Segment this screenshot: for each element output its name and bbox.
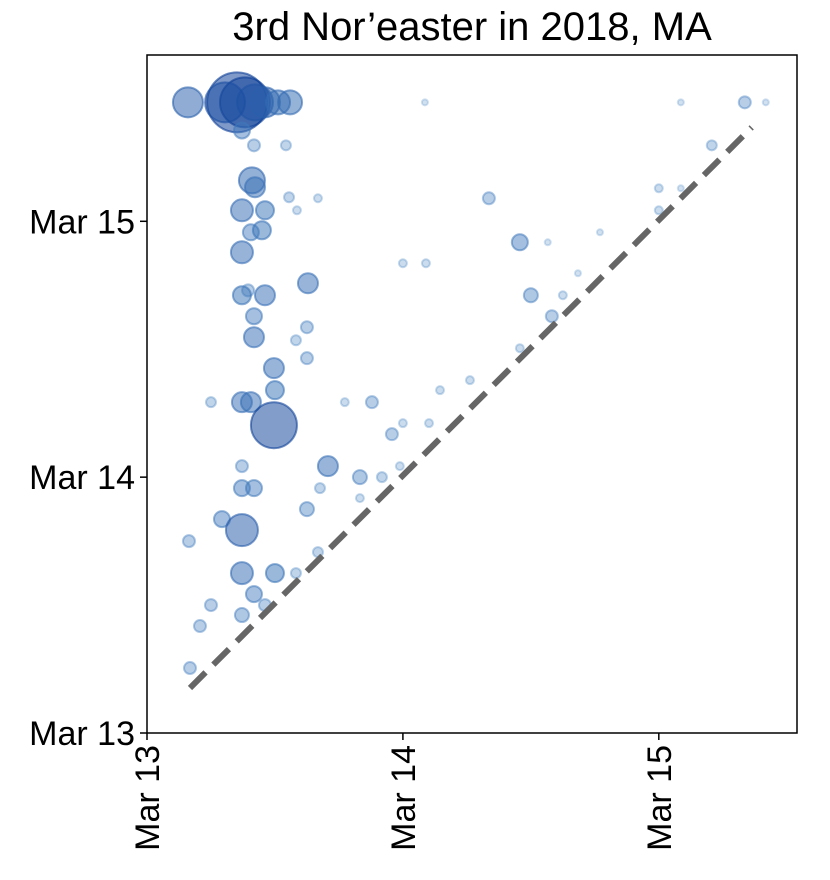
- point: [181, 534, 196, 549]
- point: [289, 567, 302, 580]
- point: [253, 284, 276, 307]
- chart-title: 3rd Nor’easter in 2018, MA: [232, 5, 712, 49]
- point: [522, 287, 539, 304]
- x-tick-label: Mar 13: [129, 745, 167, 851]
- point: [229, 198, 254, 223]
- point: [481, 191, 496, 206]
- point: [761, 98, 770, 107]
- point: [653, 205, 664, 216]
- point: [544, 309, 559, 324]
- point: [676, 184, 685, 193]
- point: [384, 427, 399, 442]
- point: [233, 607, 250, 624]
- point: [203, 598, 218, 613]
- point: [420, 258, 431, 269]
- point: [573, 269, 582, 278]
- point: [246, 138, 261, 153]
- point: [229, 240, 254, 265]
- plot-frame: [146, 54, 798, 734]
- point: [595, 228, 604, 237]
- point: [313, 482, 326, 495]
- point: [435, 385, 446, 396]
- point: [241, 223, 260, 242]
- reference-line: [187, 125, 754, 691]
- point: [229, 561, 254, 586]
- point: [182, 661, 197, 676]
- point: [243, 176, 266, 199]
- point: [653, 183, 664, 194]
- point: [242, 326, 265, 349]
- point: [264, 380, 285, 401]
- point: [192, 619, 207, 634]
- point: [394, 461, 405, 472]
- point: [397, 258, 408, 269]
- point: [375, 471, 388, 484]
- point: [420, 98, 429, 107]
- point: [232, 121, 251, 140]
- point: [312, 193, 323, 204]
- point: [316, 455, 339, 478]
- point: [204, 81, 247, 124]
- point: [364, 395, 379, 410]
- point: [299, 320, 314, 335]
- point: [262, 357, 285, 380]
- point: [234, 459, 249, 474]
- point: [339, 397, 350, 408]
- point: [171, 86, 204, 119]
- point: [254, 200, 275, 221]
- point: [279, 139, 292, 152]
- x-tick-label: Mar 15: [641, 745, 679, 851]
- point: [224, 513, 259, 548]
- point: [231, 285, 252, 306]
- y-tick-label: Mar 14: [29, 459, 135, 497]
- point: [204, 396, 217, 409]
- point: [296, 272, 319, 295]
- point: [557, 290, 568, 301]
- point: [244, 479, 263, 498]
- y-tick-label: Mar 13: [29, 715, 135, 753]
- points: [171, 71, 770, 676]
- point: [298, 501, 315, 518]
- point: [464, 375, 475, 386]
- point: [543, 238, 552, 247]
- y-tick-label: Mar 15: [29, 203, 135, 241]
- x-tick-label: Mar 14: [385, 745, 423, 851]
- point: [514, 343, 525, 354]
- point: [249, 401, 298, 450]
- point: [289, 334, 302, 347]
- point: [705, 139, 718, 152]
- point: [277, 89, 304, 116]
- point: [283, 191, 296, 204]
- point: [676, 98, 685, 107]
- point: [230, 391, 253, 414]
- point: [354, 493, 365, 504]
- point: [251, 220, 272, 241]
- point: [424, 418, 435, 429]
- point: [244, 307, 263, 326]
- point: [264, 563, 285, 584]
- point: [737, 95, 752, 110]
- point: [397, 418, 408, 429]
- point: [291, 205, 302, 216]
- point: [510, 233, 529, 252]
- point: [244, 585, 263, 604]
- point: [299, 351, 314, 366]
- point: [351, 469, 368, 486]
